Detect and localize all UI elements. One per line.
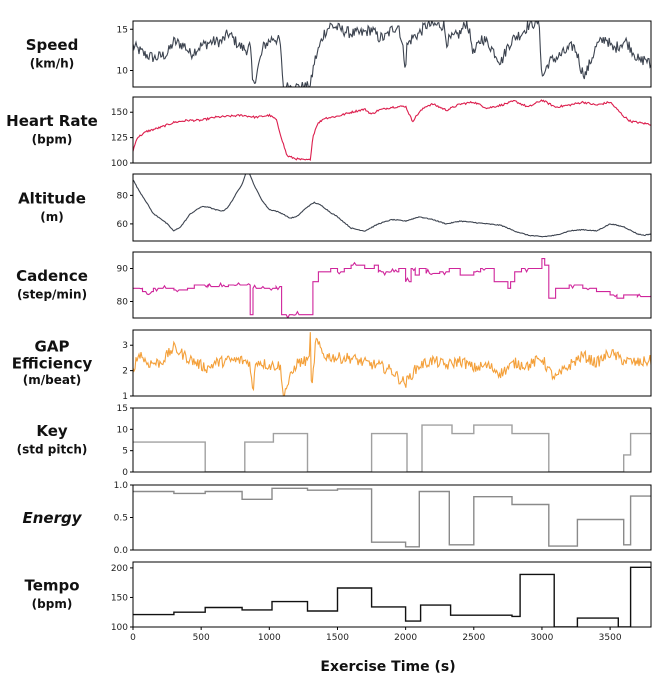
y-tick-label: 100 xyxy=(111,159,128,169)
x-tick-label: 3500 xyxy=(599,633,622,643)
panel-tempo: 100 150 200 Tempo (bpm) xyxy=(24,561,652,633)
y-tick-label: 1 xyxy=(122,392,128,402)
series-line-energy xyxy=(133,487,651,548)
x-tick-label: 0 xyxy=(130,633,136,643)
panel-label-gap-efficiency: Efficiency xyxy=(12,354,93,372)
panel-label-energy: Energy xyxy=(22,509,82,527)
panel-label-altitude: Altitude xyxy=(18,189,86,207)
panel-frame xyxy=(132,173,652,242)
x-axis: 0 500 1000 1500 2000 2500 3000 3500 xyxy=(130,627,622,643)
y-tick-label: 125 xyxy=(111,134,128,144)
panel-label-cadence: Cadence xyxy=(16,267,88,285)
series-line-tempo xyxy=(133,566,651,627)
panel-frame xyxy=(132,329,652,397)
y-tick-label: 15 xyxy=(117,25,128,35)
panel-label-key: Key xyxy=(36,422,68,440)
panel-frame xyxy=(132,407,652,473)
x-axis-label: Exercise Time (s) xyxy=(320,659,455,675)
panel-label-tempo: Tempo xyxy=(24,576,79,594)
series-line-speed xyxy=(133,21,651,87)
panel-key: 0 5 10 15 Key (std pitch) xyxy=(17,404,652,478)
panel-frame xyxy=(132,96,652,164)
panel-label-cadence: (step/min) xyxy=(17,288,87,302)
panel-label-gap-efficiency: (m/beat) xyxy=(23,373,81,387)
y-tick-label: 1.0 xyxy=(114,481,129,491)
y-tick-label: 5 xyxy=(122,447,128,457)
y-tick-label: 100 xyxy=(111,623,128,633)
panel-label-speed: (km/h) xyxy=(30,57,74,71)
series-line-cadence xyxy=(133,258,651,318)
panel-label-tempo: (bpm) xyxy=(32,597,73,611)
panel-speed: 10 15 Speed (km/h) xyxy=(26,20,652,88)
y-tick-label: 0 xyxy=(122,468,128,478)
y-tick-label: 0.5 xyxy=(114,514,128,524)
series-line-altitude xyxy=(133,174,651,238)
y-tick-label: 80 xyxy=(117,191,129,201)
y-tick-label: 60 xyxy=(117,220,129,230)
panel-label-gap-efficiency: GAP xyxy=(35,337,70,355)
y-tick-label: 200 xyxy=(111,564,128,574)
panel-altitude: 60 80 Altitude (m) xyxy=(18,173,652,242)
y-tick-label: 0.0 xyxy=(114,546,129,556)
series-line-gap-efficiency xyxy=(133,332,651,396)
panel-label-speed: Speed xyxy=(26,36,79,54)
panel-cadence: 80 90 Cadence (step/min) xyxy=(16,251,652,319)
y-tick-label: 80 xyxy=(117,298,129,308)
series-line-heart-rate xyxy=(133,99,651,162)
y-tick-label: 2 xyxy=(122,367,128,377)
panel-frame xyxy=(132,251,652,319)
panel-frame xyxy=(132,20,652,88)
y-tick-label: 15 xyxy=(117,404,128,414)
y-tick-label: 90 xyxy=(117,265,129,275)
y-tick-label: 10 xyxy=(117,67,129,77)
x-tick-label: 1000 xyxy=(258,633,281,643)
panel-label-heart-rate: (bpm) xyxy=(32,133,73,147)
y-tick-label: 10 xyxy=(117,425,129,435)
y-tick-label: 150 xyxy=(111,108,128,118)
series-line-key xyxy=(133,424,651,472)
x-tick-label: 500 xyxy=(193,633,210,643)
panel-frame xyxy=(132,484,652,551)
panel-label-key: (std pitch) xyxy=(17,443,88,457)
x-tick-label: 2500 xyxy=(462,633,485,643)
x-tick-label: 3000 xyxy=(530,633,553,643)
panel-frame xyxy=(132,561,652,628)
panel-label-heart-rate: Heart Rate xyxy=(6,112,98,130)
panel-label-altitude: (m) xyxy=(40,210,63,224)
y-tick-label: 150 xyxy=(111,593,128,603)
x-tick-label: 2000 xyxy=(394,633,417,643)
panel-energy: 0.0 0.5 1.0 Energy xyxy=(22,481,652,556)
panel-heart-rate: 100 125 150 Heart Rate (bpm) xyxy=(6,96,652,169)
y-tick-label: 3 xyxy=(122,341,128,351)
x-tick-label: 1500 xyxy=(326,633,349,643)
